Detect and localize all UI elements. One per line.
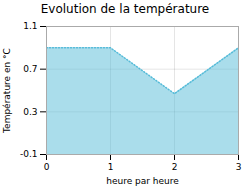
html-text:Evolution de la température: Evolution de la température: [40, 2, 210, 16]
svg-text:0: 0: [44, 162, 50, 172]
svg-text:1.1: 1.1: [23, 21, 37, 31]
svg-text:Température en °C: Température en °C: [2, 48, 12, 134]
svg-text:3: 3: [236, 162, 242, 172]
svg-text:0.3: 0.3: [23, 107, 37, 117]
svg-text:-0.1: -0.1: [20, 149, 38, 159]
svg-text:0.7: 0.7: [23, 64, 37, 74]
svg-text:heure par heure: heure par heure: [106, 176, 179, 186]
svg-text:1: 1: [108, 162, 114, 172]
svg-text:2: 2: [172, 162, 178, 172]
